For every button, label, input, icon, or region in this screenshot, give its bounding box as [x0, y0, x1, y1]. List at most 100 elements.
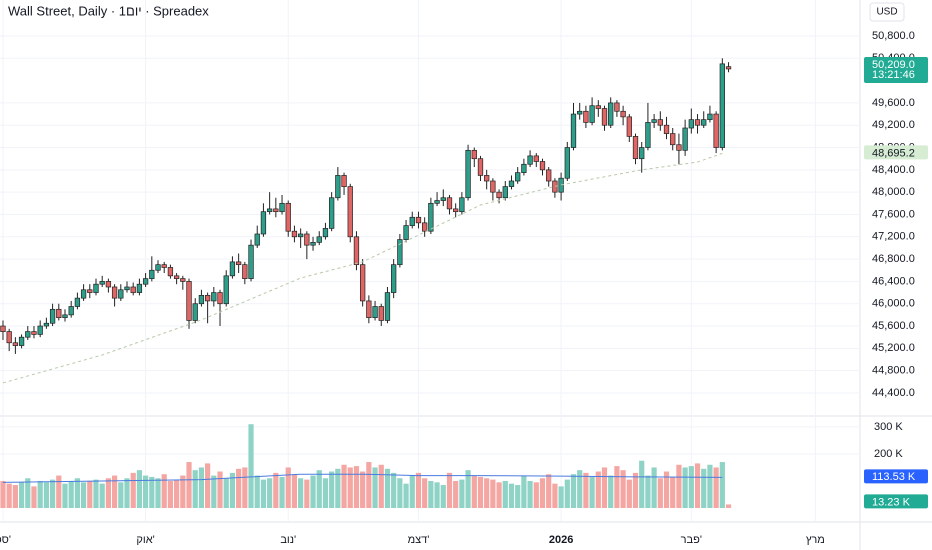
candle-body	[360, 264, 366, 302]
volume-bar	[267, 478, 273, 508]
candle-body	[242, 264, 248, 279]
volume-bar	[707, 464, 713, 508]
candle-body	[180, 278, 186, 282]
ma-value-label: 48,695.2	[872, 147, 915, 159]
x-tick-label: אוק'	[136, 534, 154, 546]
candle-body	[279, 202, 285, 213]
currency[interactable]: USD	[876, 7, 897, 18]
candle-body	[626, 116, 632, 137]
volume-bar	[335, 468, 341, 508]
candle-body	[173, 275, 180, 279]
candle-body	[322, 228, 329, 238]
candle-body	[124, 286, 130, 291]
candle-body	[316, 236, 322, 243]
y-tick-label: 45,200.0	[872, 342, 915, 354]
volume-bar	[25, 478, 31, 508]
volume-bar	[347, 467, 353, 508]
volume-bar	[372, 467, 378, 508]
volume-bar	[502, 480, 508, 508]
candle-body	[589, 105, 595, 123]
volume-bar	[31, 486, 37, 508]
volume-bar	[440, 485, 446, 508]
volume-bar	[217, 471, 223, 508]
volume-bar	[211, 475, 217, 508]
volume-bar	[701, 468, 707, 508]
currency-button[interactable]	[869, 2, 905, 22]
candle-body	[74, 297, 81, 307]
candle-body	[223, 275, 229, 305]
candle-body	[6, 331, 12, 344]
candle-body	[508, 180, 515, 187]
plot	[0, 58, 732, 508]
candle-body	[229, 261, 236, 277]
candle-body	[564, 147, 570, 179]
volume-bar	[298, 478, 304, 508]
volume-bar	[477, 476, 484, 508]
candle-body	[446, 197, 453, 210]
ma-value-label-box	[864, 145, 928, 160]
volume-bar	[260, 479, 267, 508]
volume-bar	[583, 472, 589, 508]
volume-bar	[409, 475, 415, 508]
candle-body	[496, 191, 502, 199]
volume-bar	[601, 467, 608, 508]
volume-bar	[546, 474, 552, 508]
candle-body	[31, 331, 37, 335]
candle-body	[211, 292, 217, 302]
volume-bar	[322, 478, 329, 508]
candle-body	[415, 216, 422, 224]
volume-bar	[539, 478, 546, 508]
volume-bar	[552, 483, 558, 508]
candle-body	[391, 264, 397, 293]
candle-body	[608, 102, 614, 126]
volume-bar	[279, 476, 285, 508]
candle-body	[43, 322, 50, 327]
candle-body	[688, 119, 694, 129]
candle-body	[527, 155, 533, 165]
volume-bar	[608, 475, 614, 508]
candle-body	[297, 233, 304, 238]
candle-body	[291, 230, 298, 238]
volume-bar	[74, 478, 80, 508]
volume-bar	[564, 479, 570, 508]
candle-body	[248, 244, 254, 279]
y-tick-label: 47,200.0	[872, 231, 915, 243]
candle-body	[56, 308, 62, 319]
candle-body	[657, 119, 663, 126]
last-price-label: 50,209.0	[872, 59, 915, 71]
candle-body	[539, 161, 546, 171]
candle-body	[198, 295, 205, 305]
candle-body	[149, 269, 155, 279]
volume-bar	[180, 475, 186, 508]
candle-body	[161, 264, 167, 268]
volume-bar	[155, 478, 161, 508]
volume-bar	[533, 482, 539, 508]
y-tick-label: 49,600.0	[872, 97, 915, 109]
candle-body	[521, 163, 527, 173]
candle-body	[347, 186, 353, 238]
candle-body	[80, 289, 87, 299]
candle-body	[601, 108, 608, 126]
candle-body	[453, 208, 459, 213]
candle-body	[204, 295, 211, 302]
y-tick-label: 50,800.0	[872, 30, 915, 42]
volume-bar	[521, 475, 527, 508]
volume-ma-label: 113.53 K	[872, 471, 916, 483]
y-tick-label: 46,400.0	[872, 275, 915, 287]
y-tick-label: 44,400.0	[872, 387, 915, 399]
volume-bar	[105, 478, 111, 508]
volume-bar	[453, 480, 459, 508]
volume-bar	[484, 478, 490, 508]
y-tick-label: 49,200.0	[872, 119, 915, 131]
volume-bar	[273, 472, 279, 508]
candle-body	[136, 283, 143, 293]
candle-body	[546, 169, 552, 182]
volume-bar	[639, 460, 645, 508]
labels: 50,800.050,400.049,600.049,200.048,800.0…	[0, 30, 928, 546]
volume-bar	[725, 504, 732, 508]
volume-bar	[490, 479, 496, 508]
volume-bar	[428, 480, 434, 508]
volume-bar	[378, 464, 384, 508]
candle-body	[49, 308, 56, 324]
candle-body	[378, 306, 384, 321]
